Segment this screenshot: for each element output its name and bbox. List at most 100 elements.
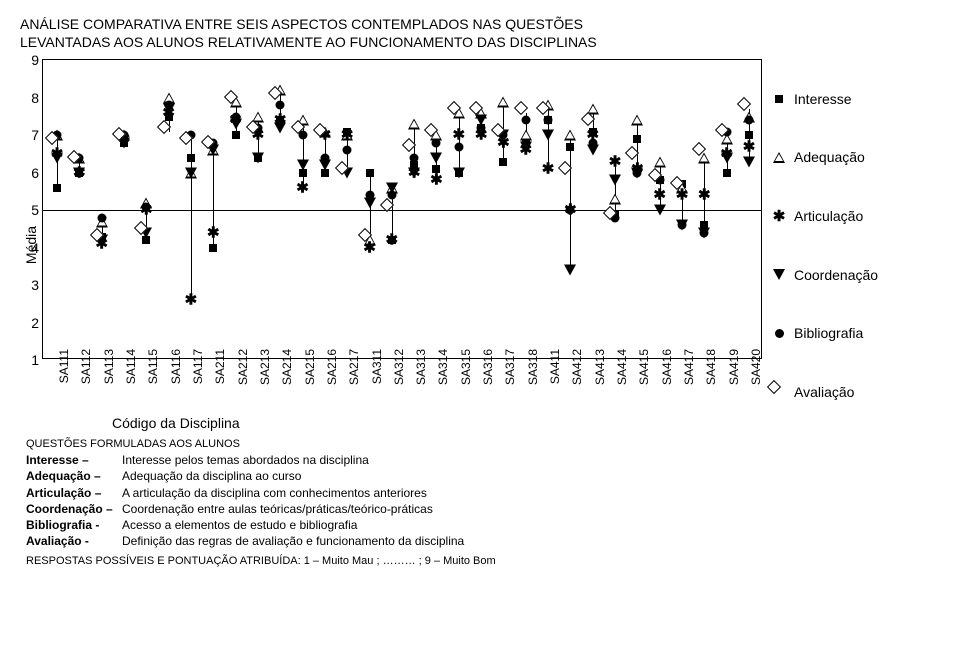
marker-square [566,143,574,151]
x-tick-label: SA211 [213,349,227,384]
marker-triangle-down [453,167,465,178]
marker-diamond [409,145,419,155]
x-tick-label: SA417 [682,349,696,385]
legend-item: Interesse [772,91,878,107]
x-tick-label: SA418 [704,349,718,385]
x-tick-label: SA213 [258,349,272,385]
legend-item: Coordenação [772,267,878,283]
notes-row-text: Adequação da disciplina ao curso [122,468,301,484]
marker-diamond [476,108,486,118]
marker-diamond [342,168,352,178]
marker-star: ✱ [207,225,220,240]
notes-row: Avaliação -Definição das regras de avali… [26,533,940,549]
x-tick-label: SA317 [503,349,517,385]
notes-row-text: Coordenação entre aulas teóricas/prática… [122,501,433,517]
marker-triangle-down [297,160,309,171]
x-tick-label: SA115 [146,349,160,384]
marker-square [499,158,507,166]
footer-text: RESPOSTAS POSSÍVEIS E PONTUAÇÃO ATRIBUÍD… [26,555,940,567]
notes-row-text: Interesse pelos temas abordados na disci… [122,452,369,468]
marker-star: ✱ [341,128,354,143]
marker-triangle-up [497,96,509,107]
marker-triangle-up [609,194,621,205]
marker-square [232,131,240,139]
marker-circle [343,146,352,155]
marker-diamond [632,153,642,163]
legend-label: Avaliação [794,384,854,400]
marker-star: ✱ [609,154,622,169]
marker-triangle-down [609,175,621,186]
marker-diamond [97,235,107,245]
y-tick-label: 5 [19,202,39,218]
marker-diamond [208,142,218,152]
legend-item: Avaliação [772,384,878,400]
marker-star: ✱ [453,128,466,143]
marker-star: ✱ [743,139,756,154]
marker-diamond [543,108,553,118]
legend: InteresseAdequação✱ArticulaçãoCoordenaçã… [772,59,878,431]
marker-star: ✱ [542,162,555,177]
notes-row-label: Bibliografia - [26,517,122,533]
x-tick-label: SA116 [169,349,183,384]
y-tick-label: 9 [19,52,39,68]
marker-square [633,135,641,143]
x-tick-label: SA117 [191,349,205,384]
marker-triangle-down [408,167,420,178]
marker-diamond [275,93,285,103]
marker-triangle-down [51,152,63,163]
x-tick-label: SA215 [303,349,317,385]
x-tick-label: SA312 [392,349,406,385]
marker-triangle-down [185,167,197,178]
marker-circle [320,153,329,162]
marker-diamond [298,127,308,137]
marker-diamond [119,134,129,144]
marker-triangle-down [542,130,554,141]
page-title: ANÁLISE COMPARATIVA ENTRE SEIS ASPECTOS … [20,15,940,51]
marker-circle [142,202,151,211]
legend-marker [772,387,786,397]
y-tick-label: 7 [19,127,39,143]
notes-row-label: Adequação – [26,468,122,484]
marker-triangle-up [654,156,666,167]
x-tick-label: SA112 [79,349,93,384]
notes-row-label: Coordenação – [26,501,122,517]
marker-square [187,154,195,162]
marker-circle [164,101,173,110]
marker-circle [454,142,463,151]
chart-area: Média 123456789SA111SA112SA113SA114SA115… [20,59,940,431]
marker-circle [633,168,642,177]
legend-marker [772,329,786,338]
notes-heading: QUESTÕES FORMULADAS AOS ALUNOS [26,437,940,452]
x-tick-label: SA111 [57,349,71,383]
y-tick-label: 6 [19,165,39,181]
marker-diamond [186,138,196,148]
marker-triangle-up [408,119,420,130]
notes-row-text: Acesso a elementos de estudo e bibliogra… [122,517,357,533]
marker-square [53,184,61,192]
marker-circle [387,191,396,200]
notes-row: Articulação –A articulação da disciplina… [26,485,940,501]
legend-item: Bibliografia [772,325,878,341]
marker-triangle-down [252,152,264,163]
x-tick-label: SA214 [280,349,294,385]
marker-star: ✱ [185,293,198,308]
marker-diamond [454,108,464,118]
x-tick-label: SA113 [102,349,116,384]
marker-triangle-down [274,122,286,133]
marker-diamond [610,213,620,223]
marker-star: ✱ [296,180,309,195]
marker-diamond [253,127,263,137]
y-tick-label: 1 [19,352,39,368]
marker-diamond [431,130,441,140]
marker-diamond [141,228,151,238]
marker-diamond [52,138,62,148]
marker-triangle-up [520,130,532,141]
marker-star: ✱ [430,173,443,188]
marker-diamond [365,235,375,245]
marker-diamond [677,183,687,193]
x-tick-label: SA313 [414,349,428,385]
marker-triangle-down [73,167,85,178]
x-tick-label: SA414 [615,349,629,385]
marker-triangle-down [564,265,576,276]
x-tick-label: SA413 [593,349,607,385]
